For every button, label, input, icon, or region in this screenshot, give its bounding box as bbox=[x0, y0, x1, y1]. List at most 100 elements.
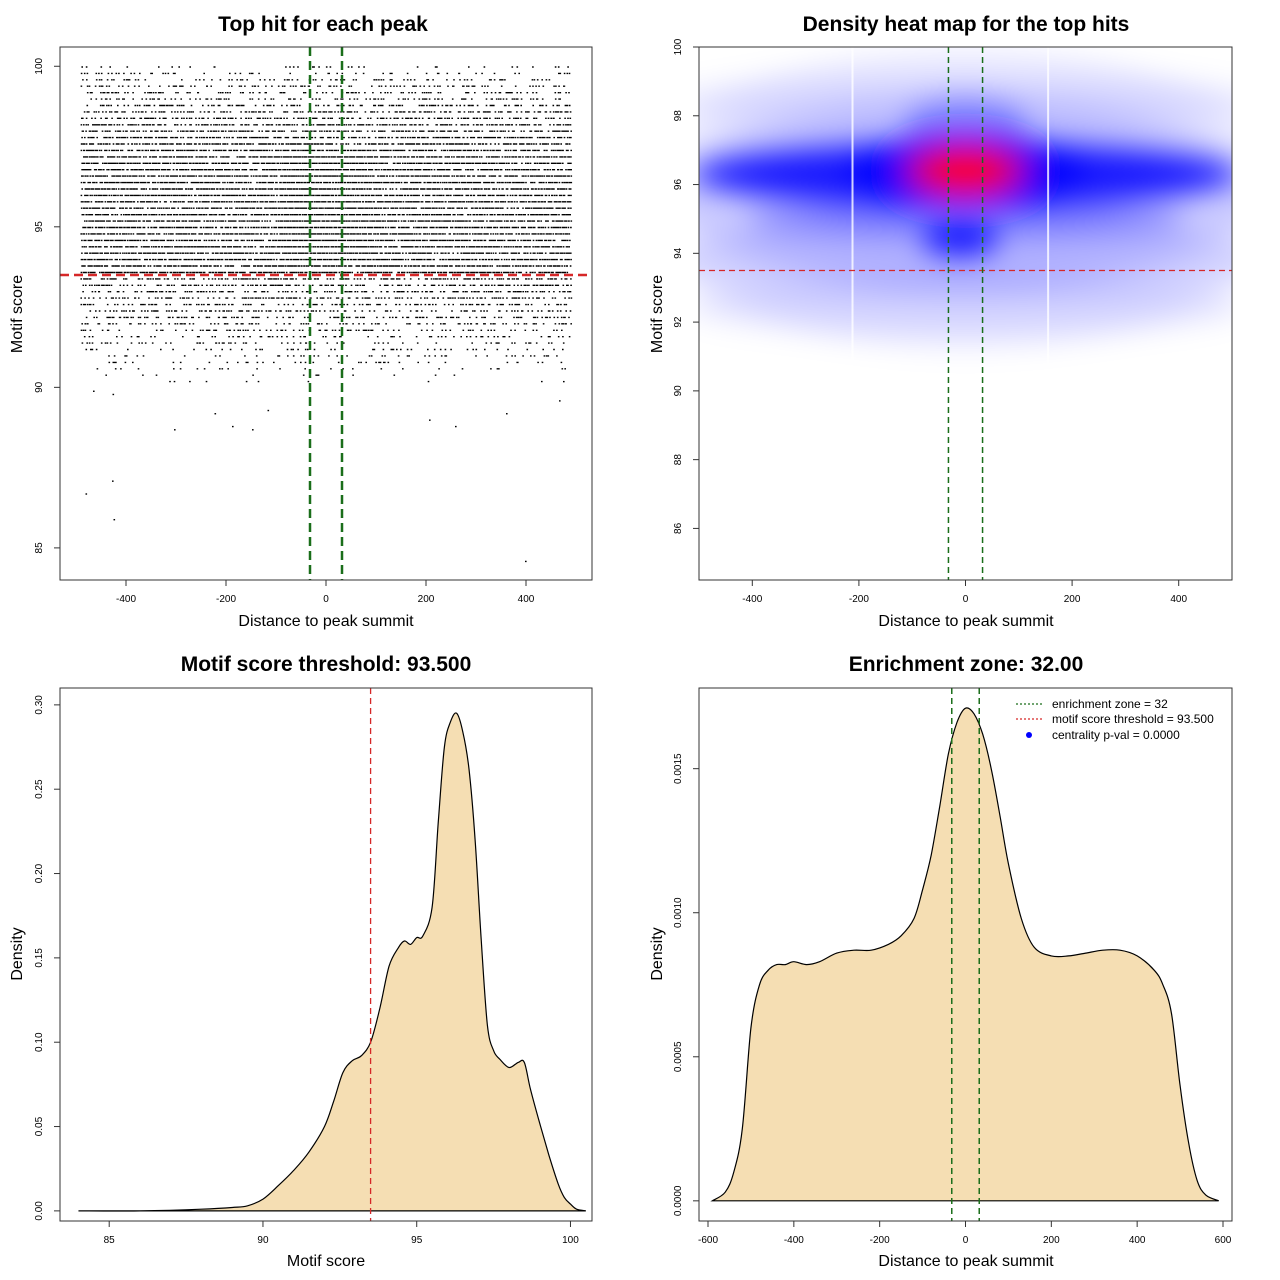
score-density-y-ticks: 0.00 0.05 0.10 0.15 0.20 0.25 0.30 bbox=[34, 695, 60, 1221]
scatter-outlier-point bbox=[232, 425, 234, 428]
score-density-xlabel: Motif score bbox=[287, 1253, 365, 1270]
scatter-plot-frame bbox=[59, 46, 593, 581]
heatmap-y-tick-label: 94 bbox=[673, 247, 684, 259]
scatter-points bbox=[80, 66, 573, 383]
heatmap-y-tick-label: 86 bbox=[673, 522, 684, 534]
score-density-y-tick-label: 0.10 bbox=[34, 1032, 45, 1052]
heatmap-density-blob bbox=[935, 156, 996, 185]
distance-density-x-tick-label: -200 bbox=[870, 1235, 890, 1246]
heatmap-y-tick-label: 100 bbox=[673, 38, 684, 55]
heatmap-y-tick-label: 88 bbox=[673, 454, 684, 466]
heatmap-y-ticks: 86 88 90 92 94 96 98 100 bbox=[673, 38, 699, 534]
distance-density-y-tick-label: 0.0000 bbox=[673, 1185, 684, 1216]
distance-density-x-tick-label: 0 bbox=[963, 1235, 969, 1246]
scatter-outlier-point bbox=[563, 380, 565, 383]
distance-density-ylabel: Density bbox=[649, 927, 666, 980]
scatter-x-tick-label: 200 bbox=[418, 594, 435, 605]
distance-density-title: Enrichment zone: 32.00 bbox=[849, 653, 1084, 676]
distance-density-y-tick-label: 0.0005 bbox=[673, 1041, 684, 1072]
heatmap-xlabel: Distance to peak summit bbox=[878, 613, 1054, 630]
scatter-outlier-point bbox=[506, 413, 508, 415]
score-density-plot-frame bbox=[59, 687, 593, 1222]
scatter-point-cloud bbox=[80, 66, 573, 383]
heatmap-density-blob bbox=[922, 223, 999, 256]
scatter-x-tick-label: 0 bbox=[323, 594, 329, 605]
scatter-outlier-point bbox=[252, 429, 254, 431]
distance-density-x-ticks: -600 -400 -200 0 200 400 600 bbox=[698, 1221, 1232, 1246]
legend-label-centrality-pval: centrality p-val = 0.0000 bbox=[1052, 728, 1180, 742]
scatter-y-ticks: 85 90 95 100 bbox=[34, 57, 60, 553]
score-density-y-tick-label: 0.30 bbox=[34, 695, 45, 715]
heatmap-y-tick-label: 96 bbox=[673, 179, 684, 191]
heatmap-y-tick-label: 98 bbox=[673, 110, 684, 122]
distance-density-area bbox=[710, 707, 1219, 1202]
scatter-x-tick-label: -400 bbox=[116, 594, 136, 605]
scatter-y-tick-label: 100 bbox=[34, 57, 45, 74]
heatmap-density-blob bbox=[699, 274, 1232, 335]
heatmap-area bbox=[699, 47, 1232, 580]
scatter-outlier-point bbox=[85, 493, 88, 495]
legend-label-enrichment-zone: enrichment zone = 32 bbox=[1052, 697, 1168, 711]
scatter-x-tick-label: -200 bbox=[216, 594, 236, 605]
distance-density-x-tick-label: 600 bbox=[1215, 1235, 1232, 1246]
heatmap-x-ticks: -400 -200 0 200 400 bbox=[742, 580, 1187, 605]
panel-heatmap: Density heat map for the top hits -400 -2… bbox=[649, 13, 1233, 630]
heatmap-ylabel: Motif score bbox=[649, 275, 666, 353]
distance-density-x-tick-label: -600 bbox=[698, 1235, 718, 1246]
distance-density-y-ticks: 0.0000 0.0005 0.0010 0.0015 bbox=[673, 753, 699, 1216]
score-density-area bbox=[78, 712, 586, 1212]
scatter-y-tick-label: 85 bbox=[34, 542, 45, 554]
score-density-y-tick-label: 0.15 bbox=[34, 948, 45, 968]
heatmap-x-tick-label: 0 bbox=[963, 594, 969, 605]
score-density-y-tick-label: 0.00 bbox=[34, 1201, 45, 1221]
scatter-outlier-point bbox=[214, 413, 217, 415]
score-density-x-tick-label: 90 bbox=[257, 1235, 269, 1246]
panel-score-density: Motif score threshold: 93.500 85 90 95 100 … bbox=[9, 653, 593, 1270]
scatter-outlier-point bbox=[113, 518, 116, 521]
heatmap-x-tick-label: 200 bbox=[1064, 594, 1081, 605]
legend: enrichment zone = 32 motif score thresho… bbox=[1016, 697, 1214, 742]
scatter-outliers bbox=[85, 380, 565, 563]
heatmap-x-tick-label: 400 bbox=[1170, 594, 1187, 605]
scatter-outlier-point bbox=[174, 429, 176, 431]
scatter-ylabel: Motif score bbox=[9, 275, 26, 353]
legend-label-motif-threshold: motif score threshold = 93.500 bbox=[1052, 712, 1214, 726]
panel-distance-density: Enrichment zone: 32.00 -600 -400 -200 0 200 4… bbox=[649, 653, 1233, 1270]
heatmap-x-tick-label: -400 bbox=[742, 594, 762, 605]
score-density-x-tick-label: 95 bbox=[411, 1235, 423, 1246]
scatter-outlier-point bbox=[559, 400, 561, 402]
scatter-outlier-point bbox=[429, 419, 431, 421]
distance-density-y-tick-label: 0.0015 bbox=[673, 753, 684, 784]
heatmap-y-tick-label: 92 bbox=[673, 316, 684, 328]
scatter-y-tick-label: 90 bbox=[34, 381, 45, 393]
heatmap-density bbox=[699, 48, 1232, 349]
score-density-x-tick-label: 85 bbox=[104, 1235, 116, 1246]
score-density-x-ticks: 85 90 95 100 bbox=[104, 1221, 579, 1246]
panel-scatter: Top hit for each peak -400 -200 0 200 400 85… bbox=[9, 13, 593, 630]
score-density-ylabel: Density bbox=[9, 927, 26, 980]
score-density-y-tick-label: 0.25 bbox=[34, 779, 45, 799]
heatmap-title: Density heat map for the top hits bbox=[803, 13, 1130, 36]
score-density-x-tick-label: 100 bbox=[562, 1235, 579, 1246]
scatter-outlier-point bbox=[112, 393, 115, 396]
distance-density-y-tick-label: 0.0010 bbox=[673, 897, 684, 928]
distance-density-x-tick-label: -400 bbox=[784, 1235, 804, 1246]
distance-density-x-tick-label: 200 bbox=[1043, 1235, 1060, 1246]
score-density-y-tick-label: 0.05 bbox=[34, 1116, 45, 1136]
scatter-y-tick-label: 95 bbox=[34, 221, 45, 233]
scatter-outlier-point bbox=[112, 480, 114, 482]
scatter-x-tick-label: 400 bbox=[518, 594, 535, 605]
distance-density-x-tick-label: 400 bbox=[1129, 1235, 1146, 1246]
heatmap-x-tick-label: -200 bbox=[849, 594, 869, 605]
scatter-outlier-point bbox=[455, 425, 457, 428]
scatter-xlabel: Distance to peak summit bbox=[238, 613, 414, 630]
distance-density-xlabel: Distance to peak summit bbox=[878, 1253, 1054, 1270]
heatmap-density-blob bbox=[745, 200, 1186, 237]
scatter-outlier-point bbox=[93, 390, 95, 392]
score-density-y-tick-label: 0.20 bbox=[34, 863, 45, 883]
score-density-title: Motif score threshold: 93.500 bbox=[181, 653, 472, 676]
scatter-x-ticks: -400 -200 0 200 400 bbox=[116, 580, 535, 605]
scatter-title: Top hit for each peak bbox=[218, 13, 428, 36]
